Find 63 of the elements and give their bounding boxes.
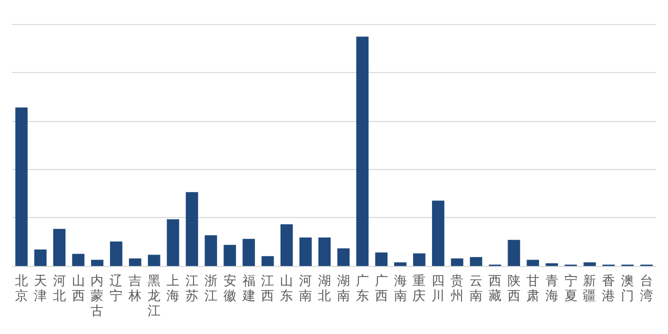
bar <box>15 107 28 266</box>
bar <box>375 252 388 266</box>
bar <box>204 235 218 266</box>
x-tick-label: 安徽 <box>223 273 236 304</box>
bar <box>394 262 406 266</box>
x-tick-label: 甘肃 <box>526 274 540 304</box>
x-tick-label: 陕西 <box>507 274 520 304</box>
x-tick-label: 贵州 <box>450 274 464 304</box>
x-tick-label: 辽宁 <box>110 274 123 304</box>
bar <box>53 228 66 266</box>
bar <box>432 200 444 266</box>
bar <box>299 238 312 266</box>
x-tick-label: 山西 <box>72 274 85 304</box>
bar <box>110 241 122 266</box>
bar <box>280 224 293 266</box>
bar <box>166 219 180 266</box>
bar <box>91 260 104 266</box>
bar <box>318 238 331 266</box>
x-tick-label: 新疆 <box>583 274 596 304</box>
bar <box>337 248 350 266</box>
x-tick-label: 广东 <box>356 274 369 304</box>
bar <box>262 256 274 266</box>
bar <box>34 249 47 266</box>
bar <box>413 253 426 266</box>
x-tick-label: 江西 <box>261 274 274 304</box>
x-tick-label: 云南 <box>470 274 483 304</box>
x-tick-label: 香港 <box>602 274 616 304</box>
x-tick-label: 青海 <box>545 274 558 304</box>
x-tick-label: 上海 <box>166 274 180 304</box>
x-tick-label: 台湾 <box>640 274 654 304</box>
x-tick-label: 江苏 <box>185 274 198 304</box>
x-tick-label: 西藏 <box>488 274 502 304</box>
x-tick-label: 宁夏 <box>564 273 578 304</box>
bar <box>546 263 558 266</box>
x-tick-label: 黑龙江 <box>148 274 161 319</box>
bar <box>128 258 142 266</box>
x-tick-label: 海南 <box>394 274 407 304</box>
bar <box>148 254 160 266</box>
bar <box>526 260 540 266</box>
bar <box>186 192 198 266</box>
bar <box>224 244 236 266</box>
x-tick-label: 山东 <box>280 274 294 304</box>
x-tick-label: 湖北 <box>318 274 332 304</box>
bar <box>356 36 369 266</box>
x-tick-label: 湖南 <box>336 274 350 304</box>
x-tick-label: 吉林 <box>128 274 142 304</box>
bar <box>72 254 84 266</box>
x-tick-label: 四川 <box>432 274 445 304</box>
x-tick-label: 天津 <box>34 274 47 304</box>
x-tick-label: 河南 <box>299 274 312 304</box>
x-tick-label: 内蒙古 <box>90 274 104 319</box>
x-tick-label: 浙江 <box>204 274 218 304</box>
x-tick-label: 河北 <box>52 274 66 304</box>
bar <box>508 240 520 266</box>
x-tick-label: 福建 <box>241 274 256 304</box>
bar <box>450 258 464 266</box>
x-tick-label: 澳门 <box>621 274 634 304</box>
bar <box>584 262 596 266</box>
x-tick-label: 北京 <box>14 274 28 304</box>
bar <box>470 257 482 266</box>
x-tick-label: 广西 <box>374 274 388 304</box>
x-tick-label: 重庆 <box>412 274 426 304</box>
bar <box>242 238 255 266</box>
